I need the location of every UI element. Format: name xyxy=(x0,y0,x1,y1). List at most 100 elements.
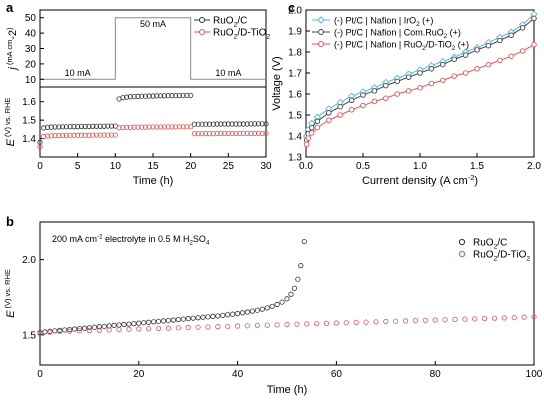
data-point xyxy=(394,91,400,97)
data-point xyxy=(175,316,181,323)
data-point xyxy=(136,326,142,332)
data-point xyxy=(116,125,122,131)
c-x-axis-label-part: Current density (A cm xyxy=(362,175,468,187)
data-point xyxy=(93,123,100,129)
a-x-tick-label: 10 xyxy=(110,161,122,172)
data-point xyxy=(337,103,343,110)
data-point xyxy=(295,276,301,282)
top-y-tick-label: 10 xyxy=(25,75,37,86)
step-label-3: 10 mA xyxy=(215,68,241,78)
data-point xyxy=(383,318,389,325)
legend-label-part: 2 xyxy=(494,243,498,250)
data-point xyxy=(303,141,310,148)
data-point xyxy=(105,132,111,138)
b-y-axis-label-part: (V) vs. RHE xyxy=(3,269,12,311)
data-point xyxy=(126,326,132,332)
data-point xyxy=(284,321,290,328)
data-point xyxy=(155,318,162,324)
data-point xyxy=(96,327,102,333)
data-point xyxy=(240,130,246,137)
legend-label-part: 2 xyxy=(234,33,238,40)
data-point xyxy=(116,327,122,333)
data-point xyxy=(220,312,226,318)
data-point xyxy=(233,121,239,127)
data-point xyxy=(191,121,198,127)
data-point xyxy=(124,94,130,100)
b-y-tick-label: 2.0 xyxy=(22,255,36,266)
data-point xyxy=(205,314,211,320)
data-point xyxy=(274,301,280,308)
data-point xyxy=(254,322,260,329)
data-point xyxy=(501,315,507,321)
data-point xyxy=(173,93,179,99)
c-x-tick-label: 0.0 xyxy=(299,161,313,172)
b-annotation-part: electrolyte in 0.5 M H xyxy=(102,234,189,244)
legend-label-part: (-) Pt/C | Nafion | IrO xyxy=(334,16,416,26)
data-point xyxy=(462,70,469,76)
data-point xyxy=(199,131,205,137)
data-point xyxy=(76,325,83,332)
top-y-axis-label-part: (mA cm xyxy=(5,40,14,67)
series-a-0 xyxy=(37,92,269,145)
data-point xyxy=(337,112,343,118)
a-x-tick-label: 15 xyxy=(147,161,159,172)
data-point xyxy=(165,93,171,99)
data-point xyxy=(165,325,172,331)
legend-marker xyxy=(318,41,324,47)
data-point xyxy=(284,296,290,302)
legend-label-part: 2 xyxy=(234,21,238,28)
data-point xyxy=(371,88,378,94)
data-point xyxy=(508,32,514,38)
data-point xyxy=(462,316,468,322)
data-point xyxy=(71,124,77,130)
data-point xyxy=(218,130,224,137)
data-point xyxy=(180,124,186,130)
data-point xyxy=(229,130,235,137)
data-point xyxy=(485,61,492,68)
data-point xyxy=(96,324,102,330)
series-c-2 xyxy=(303,41,537,148)
data-point xyxy=(360,102,366,109)
data-point xyxy=(101,323,107,329)
data-point xyxy=(195,315,201,321)
series-b-1 xyxy=(37,314,537,336)
data-point xyxy=(263,121,269,127)
data-point xyxy=(97,123,103,129)
data-point xyxy=(131,124,137,130)
data-point xyxy=(160,318,167,324)
data-point xyxy=(422,317,428,323)
data-point xyxy=(485,42,492,49)
b-frame xyxy=(39,221,535,366)
legend-label-part: (+) xyxy=(455,40,469,50)
data-point xyxy=(255,130,262,137)
data-point xyxy=(279,299,285,305)
legend-label: RuO2/D-TiO2 xyxy=(473,250,530,263)
data-point xyxy=(252,121,258,127)
b-annotation-part: 2 xyxy=(190,240,194,247)
data-point xyxy=(86,123,92,130)
data-point xyxy=(154,124,160,130)
legend-label-part: (-) Pt/C | Nafion | Com.RuO xyxy=(334,28,444,38)
data-point xyxy=(97,132,103,138)
data-point xyxy=(462,52,469,58)
series-a-1 xyxy=(37,124,269,150)
b-x-tick-label: 100 xyxy=(526,369,543,380)
legend-label-part: (-) Pt/C | Nafion | RuO xyxy=(334,40,422,50)
top-y-tick-label: 30 xyxy=(25,44,37,55)
a-x-tick-label: 5 xyxy=(75,161,81,172)
b-annotation-part: SO xyxy=(193,234,206,244)
c-x-axis-label-part: -2 xyxy=(468,173,475,182)
data-point xyxy=(215,313,221,319)
data-point xyxy=(511,314,517,321)
b-y-tick-label: 1.5 xyxy=(22,330,36,341)
data-point xyxy=(157,93,164,99)
data-point xyxy=(180,316,186,322)
data-point xyxy=(161,93,167,99)
data-point xyxy=(440,77,446,84)
b-annotation-part: 200 mA cm xyxy=(52,234,97,244)
data-point xyxy=(225,121,231,127)
data-point xyxy=(142,124,149,130)
legend-label-part: RuO xyxy=(473,238,494,249)
legend-label: RuO2/C xyxy=(213,16,247,29)
data-point xyxy=(451,56,457,63)
